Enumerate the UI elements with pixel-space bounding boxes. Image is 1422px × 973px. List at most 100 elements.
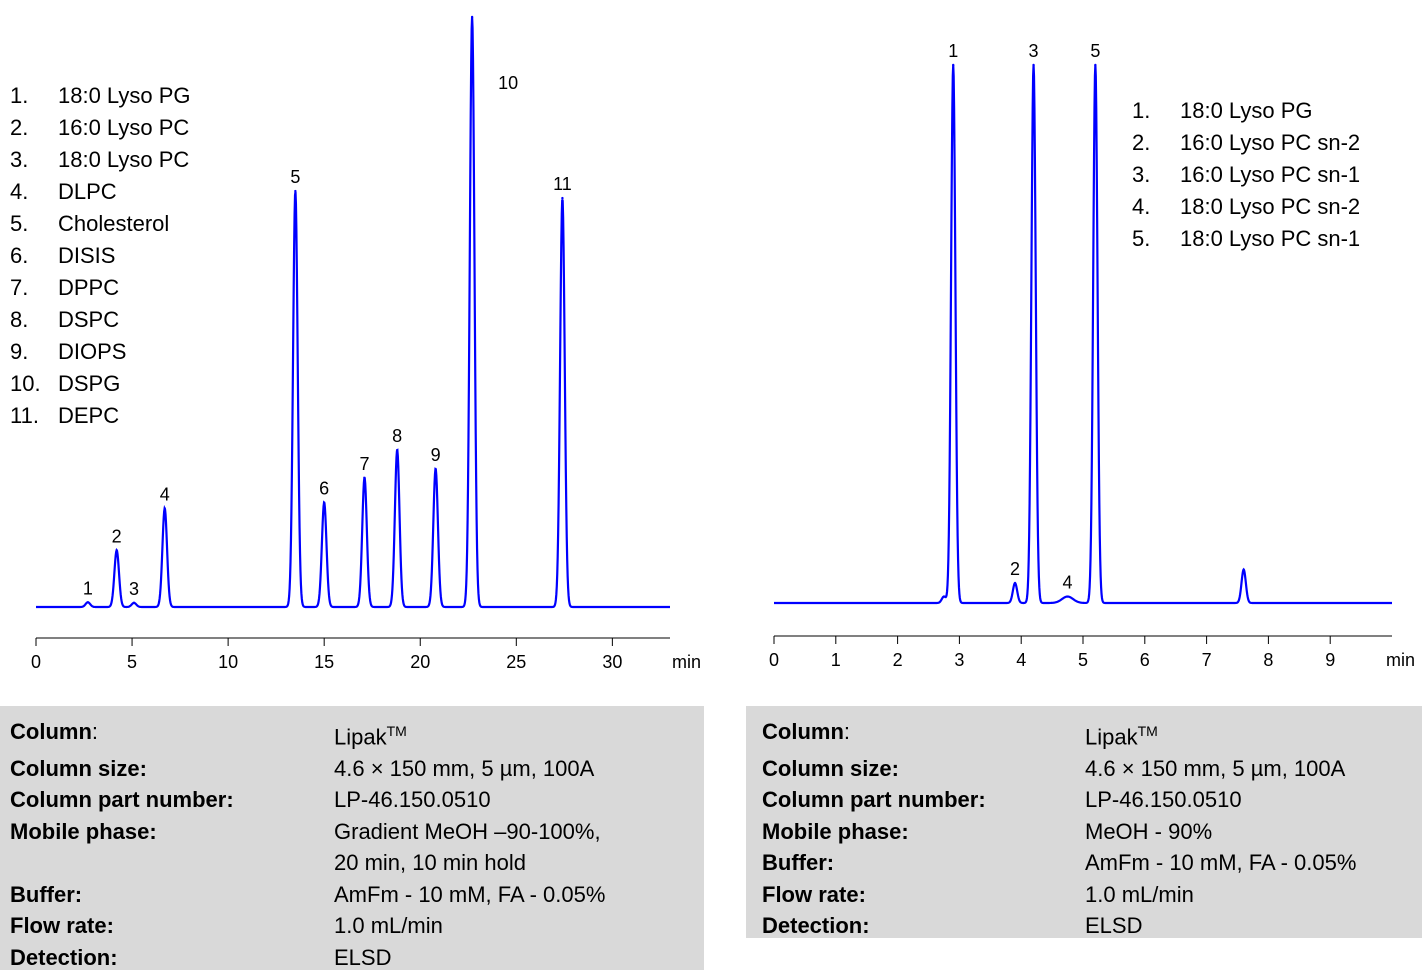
legend-compound: DIOPS (58, 339, 127, 364)
peak-apex (1032, 63, 1035, 67)
info-key: Column: (10, 719, 99, 744)
peak-label: 6 (319, 479, 329, 499)
info-row: Mobile phase: Gradient MeOH –90-100%, (10, 816, 704, 848)
chromatogram-trace (774, 64, 1392, 605)
legend-item: 7. DPPC (10, 272, 190, 304)
legend-item: 2. 16:0 Lyso PC sn-2 (1132, 127, 1360, 159)
peak-apex (434, 467, 437, 471)
peak-apex (470, 15, 474, 19)
info-row: Buffer: AmFm - 10 mM, FA - 0.05% (762, 847, 1422, 879)
info-row: Column: LipakTM (762, 716, 1422, 753)
info-key: Column: (762, 719, 851, 744)
legend-item: 11. DEPC (10, 400, 190, 432)
x-tick-label: 6 (1140, 650, 1150, 670)
x-tick-label: 0 (769, 650, 779, 670)
info-key: Buffer: (10, 881, 83, 907)
legend-number: 1. (1132, 98, 1151, 123)
legend-number: 10. (10, 371, 41, 396)
x-tick-label: 20 (410, 652, 430, 672)
legend-number: 3. (10, 147, 29, 172)
x-tick-label: 10 (218, 652, 238, 672)
legend-number: 9. (10, 339, 29, 364)
x-tick-label: 5 (127, 652, 137, 672)
x-axis-unit: min (672, 652, 701, 672)
legend-compound: 18:0 Lyso PG (1180, 98, 1313, 123)
peak-apex (942, 595, 946, 598)
info-value: LP-46.150.0510 (1085, 787, 1242, 813)
info-value: 4.6 × 150 mm, 5 µm, 100A (334, 755, 595, 781)
info-row: Column part number: LP-46.150.0510 (762, 784, 1422, 816)
peak-apex (322, 501, 326, 504)
legend-compound: 18:0 Lyso PC sn-2 (1180, 194, 1361, 219)
legend-number: 4. (10, 179, 29, 204)
legend-compound: 18:0 Lyso PG (58, 83, 191, 108)
legend-compound: 16:0 Lyso PC sn-1 (1180, 162, 1361, 187)
info-row: Mobile phase: MeOH - 90% (762, 816, 1422, 848)
legend-number: 8. (10, 307, 29, 332)
legend-compound: DSPC (58, 307, 120, 332)
x-axis-unit: min (1386, 650, 1415, 670)
info-key: Flow rate: (762, 881, 866, 907)
peak-label: 2 (112, 526, 122, 546)
info-row: Buffer: AmFm - 10 mM, FA - 0.05% (10, 879, 704, 911)
info-key: Column size: (762, 755, 899, 781)
legend-number: 3. (1132, 162, 1151, 187)
legend-item: 1. 18:0 Lyso PG (1132, 95, 1360, 127)
info-value: LipakTM (334, 723, 407, 750)
info-value: 4.6 × 150 mm, 5 µm, 100A (1085, 755, 1346, 781)
peak-label: 3 (1029, 41, 1039, 61)
info-value: 1.0 mL/min (334, 913, 443, 939)
legend-item: 3. 18:0 Lyso PC (10, 144, 190, 176)
peak-label: 7 (360, 454, 370, 474)
peak-apex (395, 448, 399, 452)
info-value: ELSD (1085, 913, 1143, 939)
x-tick-label: 15 (314, 652, 334, 672)
legend-number: 5. (10, 211, 29, 236)
peak-apex (163, 507, 166, 510)
x-tick-label: 30 (602, 652, 622, 672)
legend-compound: 16:0 Lyso PC (58, 115, 190, 140)
legend-compound: DLPC (58, 179, 117, 204)
legend-item: 3. 16:0 Lyso PC sn-1 (1132, 159, 1360, 191)
info-row: 20 min, 10 min hold (10, 847, 704, 879)
peak-label: 9 (431, 445, 441, 465)
legend-item: 8. DSPC (10, 304, 190, 336)
info-row: Column: LipakTM (10, 716, 704, 753)
legend-number: 2. (1132, 130, 1151, 155)
peak-label: 11 (553, 174, 572, 194)
peak-label: 5 (1090, 41, 1100, 61)
peak-label: 4 (1063, 573, 1073, 593)
info-value: 1.0 mL/min (1085, 881, 1194, 907)
x-tick-label: 5 (1078, 650, 1088, 670)
peak-apex (115, 549, 118, 552)
chromatogram-trace (36, 16, 670, 609)
x-tick-label: 25 (506, 652, 526, 672)
peak-label: 3 (129, 579, 139, 599)
legend-compound: DISIS (58, 243, 116, 268)
chromatogram-right: 0 1 2 3 4 5 6 7 8 9 min 1 2 3 4 5 1. 18:0 Lyso PG 2. 16:0 … (712, 0, 1422, 680)
peak-legend-right: 1. 18:0 Lyso PG 2. 16:0 Lyso PC sn-2 3. 16:0 … (1132, 95, 1360, 255)
chromatogram-left: 0 5 10 15 20 25 30 min 1 2 3 4 5 6 7 8 9 10 11 1. 18:0 Lyso… (0, 0, 710, 680)
peak-apex (1242, 568, 1245, 571)
info-key: Column part number: (762, 787, 986, 813)
legend-number: 2. (10, 115, 29, 140)
info-key: Mobile phase: (10, 818, 157, 844)
info-row: Column part number: LP-46.150.0510 (10, 784, 704, 816)
info-key: Flow rate: (10, 913, 114, 939)
peak-apex (1094, 63, 1097, 67)
info-value: AmFm - 10 mM, FA - 0.05% (1085, 850, 1357, 876)
peak-apex (561, 196, 564, 200)
info-row: Detection: ELSD (10, 942, 704, 973)
legend-item: 9. DIOPS (10, 336, 190, 368)
peak-apex (86, 601, 90, 604)
info-value: LipakTM (1085, 723, 1158, 750)
info-value: MeOH - 90% (1085, 818, 1213, 844)
legend-compound: 18:0 Lyso PC (58, 147, 190, 172)
peak-label: 1 (83, 578, 93, 598)
info-value: LP-46.150.0510 (334, 787, 491, 813)
x-tick-label: 2 (893, 650, 903, 670)
chromatogram-right-plot: 0 1 2 3 4 5 6 7 8 9 min 1 2 3 4 5 (769, 41, 1415, 670)
x-tick-label: 1 (831, 650, 841, 670)
info-key: Detection: (762, 913, 870, 939)
peak-legend-left: 1. 18:0 Lyso PG 2. 16:0 Lyso PC 3. 18:0 Lyso … (10, 80, 190, 432)
